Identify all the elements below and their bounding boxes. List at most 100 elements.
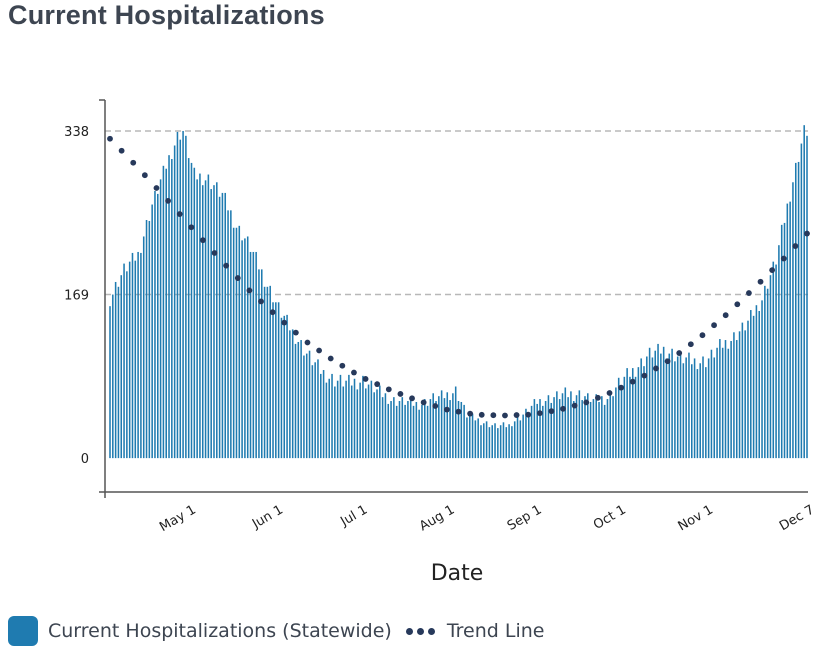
bar[interactable] <box>131 252 134 459</box>
bar[interactable] <box>148 220 151 459</box>
bar[interactable] <box>395 405 398 459</box>
trend-point[interactable] <box>769 267 776 274</box>
bar[interactable] <box>187 158 190 459</box>
bar[interactable] <box>325 382 328 459</box>
bar[interactable] <box>320 373 322 459</box>
bar[interactable] <box>168 155 170 459</box>
trend-point[interactable] <box>780 255 787 262</box>
bar[interactable] <box>353 378 356 459</box>
bar[interactable] <box>651 357 654 459</box>
legend-item-trend[interactable]: Trend Line <box>405 620 544 642</box>
bar[interactable] <box>452 393 454 459</box>
bar[interactable] <box>249 251 252 459</box>
bar[interactable] <box>424 399 426 459</box>
bar[interactable] <box>480 425 482 459</box>
trend-point[interactable] <box>757 278 764 285</box>
bar[interactable] <box>609 390 612 459</box>
bar[interactable] <box>665 358 668 459</box>
bar[interactable] <box>300 340 302 459</box>
bar[interactable] <box>623 376 626 459</box>
bar[interactable] <box>216 182 218 459</box>
trend-point[interactable] <box>385 386 392 393</box>
bar[interactable] <box>159 179 162 459</box>
trend-point[interactable] <box>176 211 183 217</box>
trend-point[interactable] <box>130 159 137 166</box>
bar[interactable] <box>626 368 628 459</box>
bar[interactable] <box>134 260 137 459</box>
bar[interactable] <box>426 405 429 459</box>
bar[interactable] <box>269 285 271 459</box>
bar[interactable] <box>505 427 508 459</box>
bar[interactable] <box>286 314 288 459</box>
bar[interactable] <box>179 139 182 459</box>
bar[interactable] <box>764 285 766 459</box>
trend-point[interactable] <box>246 287 253 294</box>
bar[interactable] <box>114 281 117 459</box>
bar[interactable] <box>322 370 325 459</box>
trend-point[interactable] <box>560 405 566 412</box>
bar[interactable] <box>201 185 204 459</box>
bar[interactable] <box>494 423 496 459</box>
bar[interactable] <box>454 386 457 459</box>
trend-point[interactable] <box>595 394 601 401</box>
bar[interactable] <box>263 286 266 459</box>
bar[interactable] <box>297 341 300 459</box>
bar[interactable] <box>303 355 305 459</box>
bar[interactable] <box>598 401 600 459</box>
bar[interactable] <box>497 428 499 459</box>
bar[interactable] <box>682 363 685 459</box>
trend-point[interactable] <box>292 329 299 336</box>
bar[interactable] <box>128 261 131 459</box>
bar[interactable] <box>280 317 283 459</box>
bar[interactable] <box>381 397 384 459</box>
bar[interactable] <box>145 220 148 459</box>
bar[interactable] <box>797 161 800 459</box>
bar[interactable] <box>567 397 569 459</box>
bar[interactable] <box>533 399 536 459</box>
bar[interactable] <box>311 365 314 459</box>
bar[interactable] <box>460 401 463 459</box>
trend-point[interactable] <box>327 355 334 362</box>
bar[interactable] <box>109 306 111 459</box>
bar[interactable] <box>317 359 319 459</box>
trend-point[interactable] <box>362 376 369 382</box>
bar[interactable] <box>601 396 603 459</box>
bar[interactable] <box>409 398 412 459</box>
bar[interactable] <box>204 180 207 459</box>
bar[interactable] <box>536 403 538 459</box>
bar[interactable] <box>786 203 789 459</box>
bar[interactable] <box>674 361 676 459</box>
bar[interactable] <box>308 350 311 459</box>
trend-point[interactable] <box>687 341 694 348</box>
bar[interactable] <box>702 356 704 459</box>
bar[interactable] <box>246 236 249 459</box>
bar[interactable] <box>359 382 361 459</box>
bar[interactable] <box>679 351 682 459</box>
trend-point[interactable] <box>467 410 474 417</box>
bar[interactable] <box>780 224 783 459</box>
bar[interactable] <box>547 395 550 459</box>
bar[interactable] <box>483 423 485 459</box>
bar[interactable] <box>463 404 465 459</box>
trend-point[interactable] <box>641 372 648 379</box>
trend-point[interactable] <box>339 362 346 369</box>
bar[interactable] <box>367 384 370 459</box>
bar[interactable] <box>561 393 564 459</box>
bar[interactable] <box>291 329 294 459</box>
bar[interactable] <box>176 131 179 459</box>
bar[interactable] <box>438 396 440 459</box>
trend-point[interactable] <box>258 298 264 305</box>
bar[interactable] <box>345 380 347 459</box>
bar[interactable] <box>699 363 701 459</box>
trend-point[interactable] <box>629 378 636 385</box>
bar[interactable] <box>688 352 690 459</box>
bar[interactable] <box>457 401 460 459</box>
bar[interactable] <box>471 413 474 459</box>
bar[interactable] <box>151 204 153 459</box>
bar[interactable] <box>738 331 741 459</box>
trend-point[interactable] <box>281 319 288 326</box>
trend-point[interactable] <box>699 332 706 339</box>
bar[interactable] <box>513 421 516 459</box>
bar[interactable] <box>387 403 390 459</box>
trend-point[interactable] <box>432 403 439 409</box>
